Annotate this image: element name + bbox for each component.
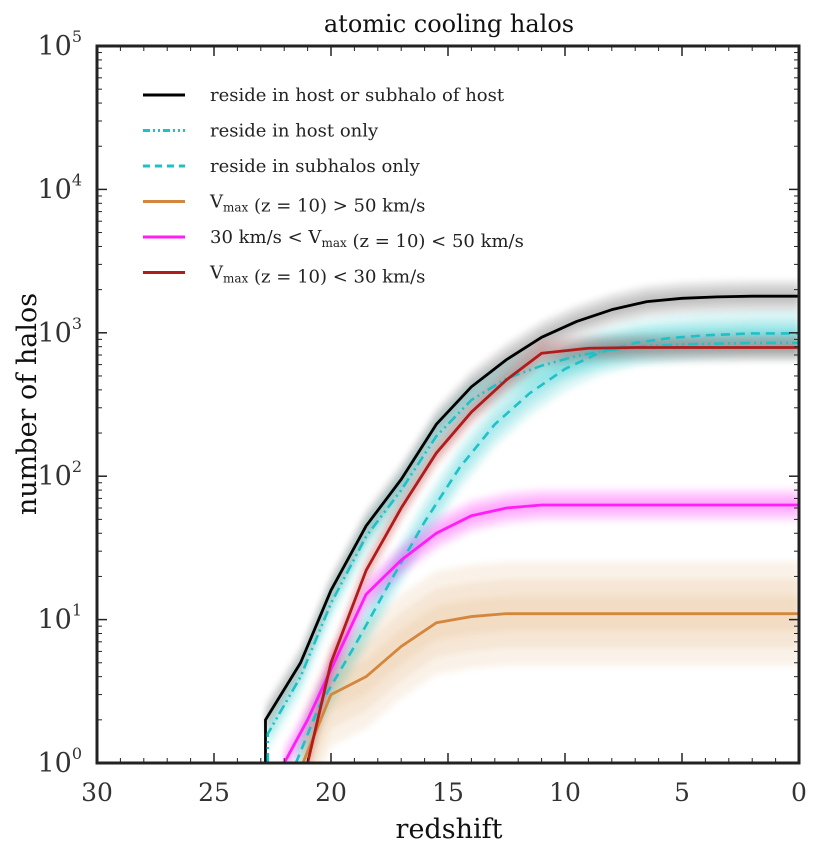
x-axis-label: redshift xyxy=(396,814,503,845)
legend-label-vmax-lt-30: Vmax (z = 10) < 30 km/s xyxy=(209,263,425,288)
y-tick-label: 100 xyxy=(37,744,82,779)
vmax-30-50-line xyxy=(282,503,799,763)
y-tick-label: 101 xyxy=(37,601,82,636)
x-tick-label: 25 xyxy=(198,778,230,807)
legend-label-subhalos-only: reside in subhalos only xyxy=(210,156,421,177)
x-tick-label: 20 xyxy=(315,778,347,807)
host-only-line xyxy=(266,341,799,763)
series-lines xyxy=(264,294,799,763)
y-tick-label: 102 xyxy=(37,457,82,492)
x-tick-label: 0 xyxy=(791,778,807,807)
subhalos-only-line xyxy=(294,332,799,763)
x-tick-label: 15 xyxy=(432,778,464,807)
vmax-gt-50-band-2 xyxy=(302,596,799,763)
legend-label-host-or-sub: reside in host or subhalo of host xyxy=(210,85,505,106)
y-axis-label: number of halos xyxy=(12,293,43,515)
vmax-gt-50-line xyxy=(301,612,799,763)
uncertainty-bands xyxy=(265,279,799,763)
x-tick-label: 30 xyxy=(81,778,113,807)
y-tick-label: 104 xyxy=(37,170,82,205)
legend-label-host-only: reside in host only xyxy=(210,121,379,142)
y-tick-label: 105 xyxy=(37,27,82,62)
legend: reside in host or subhalo of host reside … xyxy=(143,85,524,288)
chart-title: atomic cooling halos xyxy=(324,10,574,38)
vmax-lt-30-line xyxy=(306,346,799,763)
legend-label-vmax-gt-50: Vmax (z = 10) > 50 km/s xyxy=(209,192,425,217)
x-tick-label: 5 xyxy=(674,778,690,807)
x-tick-label: 10 xyxy=(549,778,581,807)
y-tick-label: 103 xyxy=(37,314,82,349)
vmax-30-50-band-1 xyxy=(284,494,799,763)
legend-label-vmax-30-50: 30 km/s < Vmax (z = 10) < 50 km/s xyxy=(210,227,524,252)
host-or-sub-line xyxy=(264,294,799,763)
